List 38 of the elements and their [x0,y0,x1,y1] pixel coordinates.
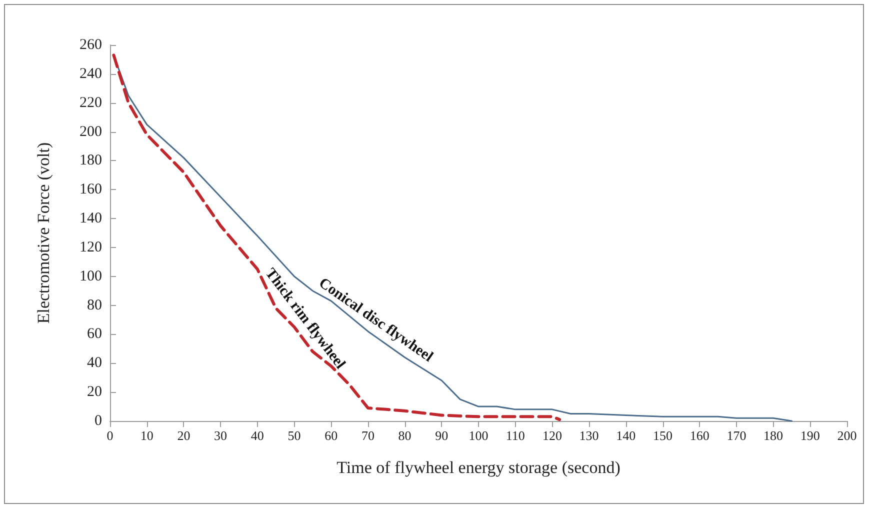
y-tick-label: 140 [80,210,102,227]
x-tick-label: 150 [653,428,672,443]
y-tick-label: 160 [80,182,102,198]
x-tick-label: 30 [214,428,228,443]
y-tick-label: 40 [87,355,102,372]
x-tick-label: 130 [579,428,599,443]
y-tick-label: 0 [94,413,102,429]
x-tick-label: 120 [542,428,562,443]
y-tick-label: 120 [80,239,102,256]
x-tick-label: 110 [506,428,525,443]
x-tick-label: 170 [726,428,746,443]
x-tick-label: 40 [250,428,264,443]
y-tick-label: 100 [80,268,102,284]
x-tick-label: 50 [288,428,301,443]
x-tick-label: 90 [435,428,448,443]
y-tick-label: 20 [87,384,102,400]
x-tick-label: 10 [140,428,154,443]
line-series [112,54,562,422]
x-tick-label: 200 [837,428,857,443]
x-tick-label: 60 [324,428,338,443]
y-axis-title: Electromotive Force (volt) [34,142,53,324]
y-tick-label: 260 [80,37,102,53]
x-tick-label: 160 [690,428,710,443]
y-tick-label: 180 [80,152,102,169]
y-tick-label: 220 [80,94,102,111]
x-tick-label: 70 [361,428,374,443]
x-tick-label: 140 [616,428,636,443]
x-tick-label: 0 [106,428,114,443]
x-tick-label: 190 [800,428,820,443]
x-tick-label: 180 [764,428,784,443]
x-axis-title: Time of flywheel energy storage (second) [336,458,620,477]
y-tick-label: 60 [87,326,102,342]
x-tick-label: 80 [398,428,412,443]
y-tick-label: 240 [80,66,102,82]
x-tick-label: 20 [177,428,190,443]
x-tick-label: 100 [468,428,488,443]
y-tick-label: 200 [80,124,102,140]
y-tick-label: 80 [87,297,102,314]
